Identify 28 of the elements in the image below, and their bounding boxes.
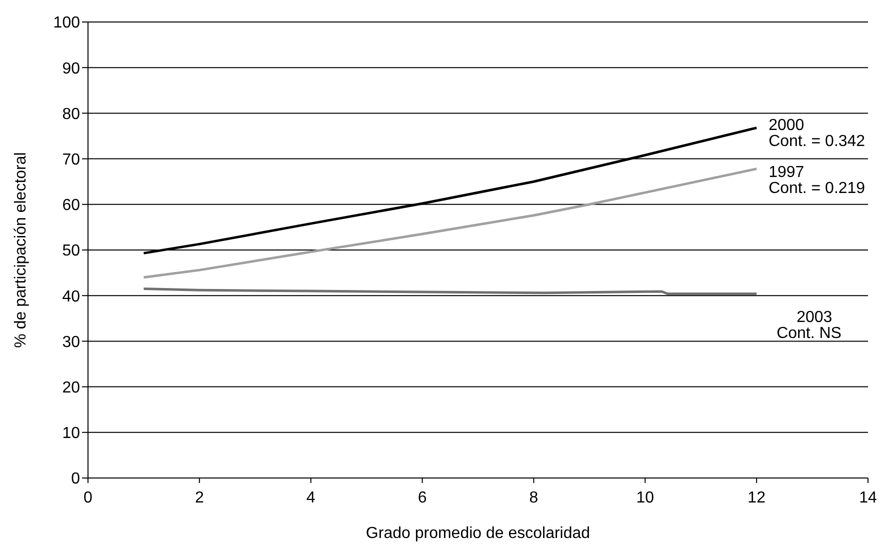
x-tick-label: 14 [859,489,877,506]
annotation: Cont. = 0.219 [768,180,866,198]
annotation: Cont. NS [776,324,842,342]
y-tick-label: 0 [71,470,80,488]
y-tick-label: 100 [53,14,80,32]
x-tick-label: 6 [418,489,427,506]
x-tick-label: 8 [529,489,538,506]
x-tick-label: 12 [748,489,766,506]
series-label: 2000 [768,117,804,134]
y-tick-label: 70 [62,151,80,168]
x-tick-label: 4 [306,489,316,506]
annotation: Cont. = 0.342 [768,133,866,150]
y-axis-title: % de participación electoral [12,152,30,348]
x-tick-label: 0 [84,489,93,506]
y-tick-label: 30 [62,334,80,351]
y-tick-label: 60 [62,197,80,214]
line-series [142,168,758,279]
y-tick-label: 80 [62,106,80,123]
series-label: 1997 [768,164,804,182]
x-tick-label: 2 [194,489,204,506]
y-tick-label: 50 [62,242,80,260]
y-tick-label: 10 [62,425,80,442]
x-tick-label: 10 [636,489,654,506]
x-axis-title: Grado promedio de escolaridad [366,525,590,542]
y-tick-label: 40 [62,288,80,306]
y-tick-label: 20 [62,379,80,396]
y-tick-label: 90 [62,60,80,78]
text: 2003 [796,308,832,326]
